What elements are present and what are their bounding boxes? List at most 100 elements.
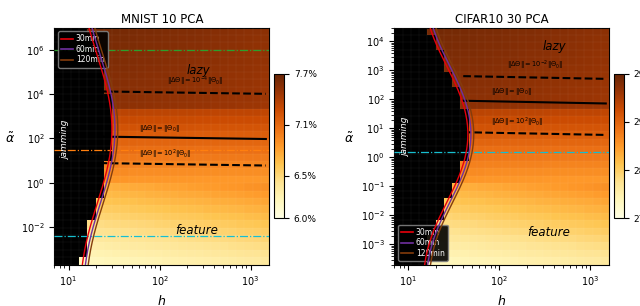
Bar: [468, 42, 477, 50]
Bar: [576, 146, 584, 154]
Bar: [428, 242, 436, 250]
Bar: [477, 131, 485, 139]
Bar: [593, 117, 601, 124]
Bar: [129, 205, 137, 213]
Bar: [220, 94, 228, 102]
Bar: [120, 131, 129, 139]
Bar: [452, 235, 460, 242]
Bar: [584, 109, 593, 117]
Bar: [236, 80, 244, 87]
Bar: [535, 183, 543, 191]
Bar: [568, 220, 576, 228]
Bar: [228, 139, 236, 146]
Bar: [543, 28, 551, 35]
Bar: [112, 168, 120, 176]
Bar: [593, 28, 601, 35]
Bar: [195, 242, 203, 250]
Text: lazy: lazy: [187, 64, 211, 77]
Bar: [527, 57, 535, 65]
Bar: [518, 102, 527, 109]
Bar: [568, 257, 576, 265]
Bar: [154, 65, 162, 72]
Bar: [170, 57, 179, 65]
Title: MNIST 10 PCA: MNIST 10 PCA: [120, 13, 203, 26]
Bar: [502, 242, 510, 250]
Bar: [444, 50, 452, 57]
Bar: [112, 161, 120, 168]
Bar: [236, 131, 244, 139]
Bar: [253, 50, 261, 57]
Bar: [436, 235, 444, 242]
Bar: [518, 35, 527, 42]
Bar: [452, 220, 460, 228]
Bar: [535, 220, 543, 228]
Bar: [137, 198, 145, 205]
Bar: [502, 109, 510, 117]
Bar: [112, 146, 120, 154]
Bar: [568, 72, 576, 80]
Bar: [137, 161, 145, 168]
Bar: [253, 257, 261, 265]
Bar: [477, 109, 485, 117]
Bar: [179, 176, 186, 183]
Bar: [551, 72, 559, 80]
Bar: [104, 176, 112, 183]
Bar: [236, 117, 244, 124]
Bar: [568, 242, 576, 250]
Bar: [137, 87, 145, 94]
Bar: [468, 228, 477, 235]
Bar: [162, 220, 170, 228]
Bar: [120, 161, 129, 168]
Bar: [485, 250, 493, 257]
Bar: [601, 87, 609, 94]
Bar: [195, 57, 203, 65]
Bar: [460, 72, 468, 80]
Bar: [162, 117, 170, 124]
Bar: [137, 176, 145, 183]
Bar: [559, 220, 568, 228]
Bar: [568, 146, 576, 154]
Bar: [584, 57, 593, 65]
Bar: [502, 205, 510, 213]
Bar: [244, 242, 253, 250]
Bar: [477, 124, 485, 131]
Bar: [510, 139, 518, 146]
Bar: [179, 161, 186, 168]
Bar: [220, 146, 228, 154]
Bar: [179, 257, 186, 265]
Bar: [527, 235, 535, 242]
Bar: [543, 94, 551, 102]
Bar: [96, 235, 104, 242]
Bar: [145, 205, 154, 213]
Bar: [137, 139, 145, 146]
Bar: [112, 183, 120, 191]
Bar: [551, 28, 559, 35]
Bar: [162, 176, 170, 183]
Bar: [244, 228, 253, 235]
Bar: [601, 109, 609, 117]
Bar: [162, 80, 170, 87]
Bar: [145, 87, 154, 94]
Bar: [145, 154, 154, 161]
Bar: [485, 102, 493, 109]
Bar: [253, 228, 261, 235]
Bar: [186, 250, 195, 257]
Bar: [211, 213, 220, 220]
Bar: [253, 35, 261, 42]
Bar: [211, 242, 220, 250]
Bar: [162, 28, 170, 35]
Bar: [203, 57, 211, 65]
Bar: [203, 213, 211, 220]
Bar: [162, 191, 170, 198]
Bar: [468, 235, 477, 242]
Bar: [584, 50, 593, 57]
Bar: [510, 131, 518, 139]
X-axis label: $h$: $h$: [157, 294, 166, 306]
Bar: [261, 154, 269, 161]
Bar: [601, 154, 609, 161]
Bar: [203, 154, 211, 161]
Bar: [203, 87, 211, 94]
Bar: [236, 94, 244, 102]
Bar: [568, 124, 576, 131]
Bar: [220, 176, 228, 183]
